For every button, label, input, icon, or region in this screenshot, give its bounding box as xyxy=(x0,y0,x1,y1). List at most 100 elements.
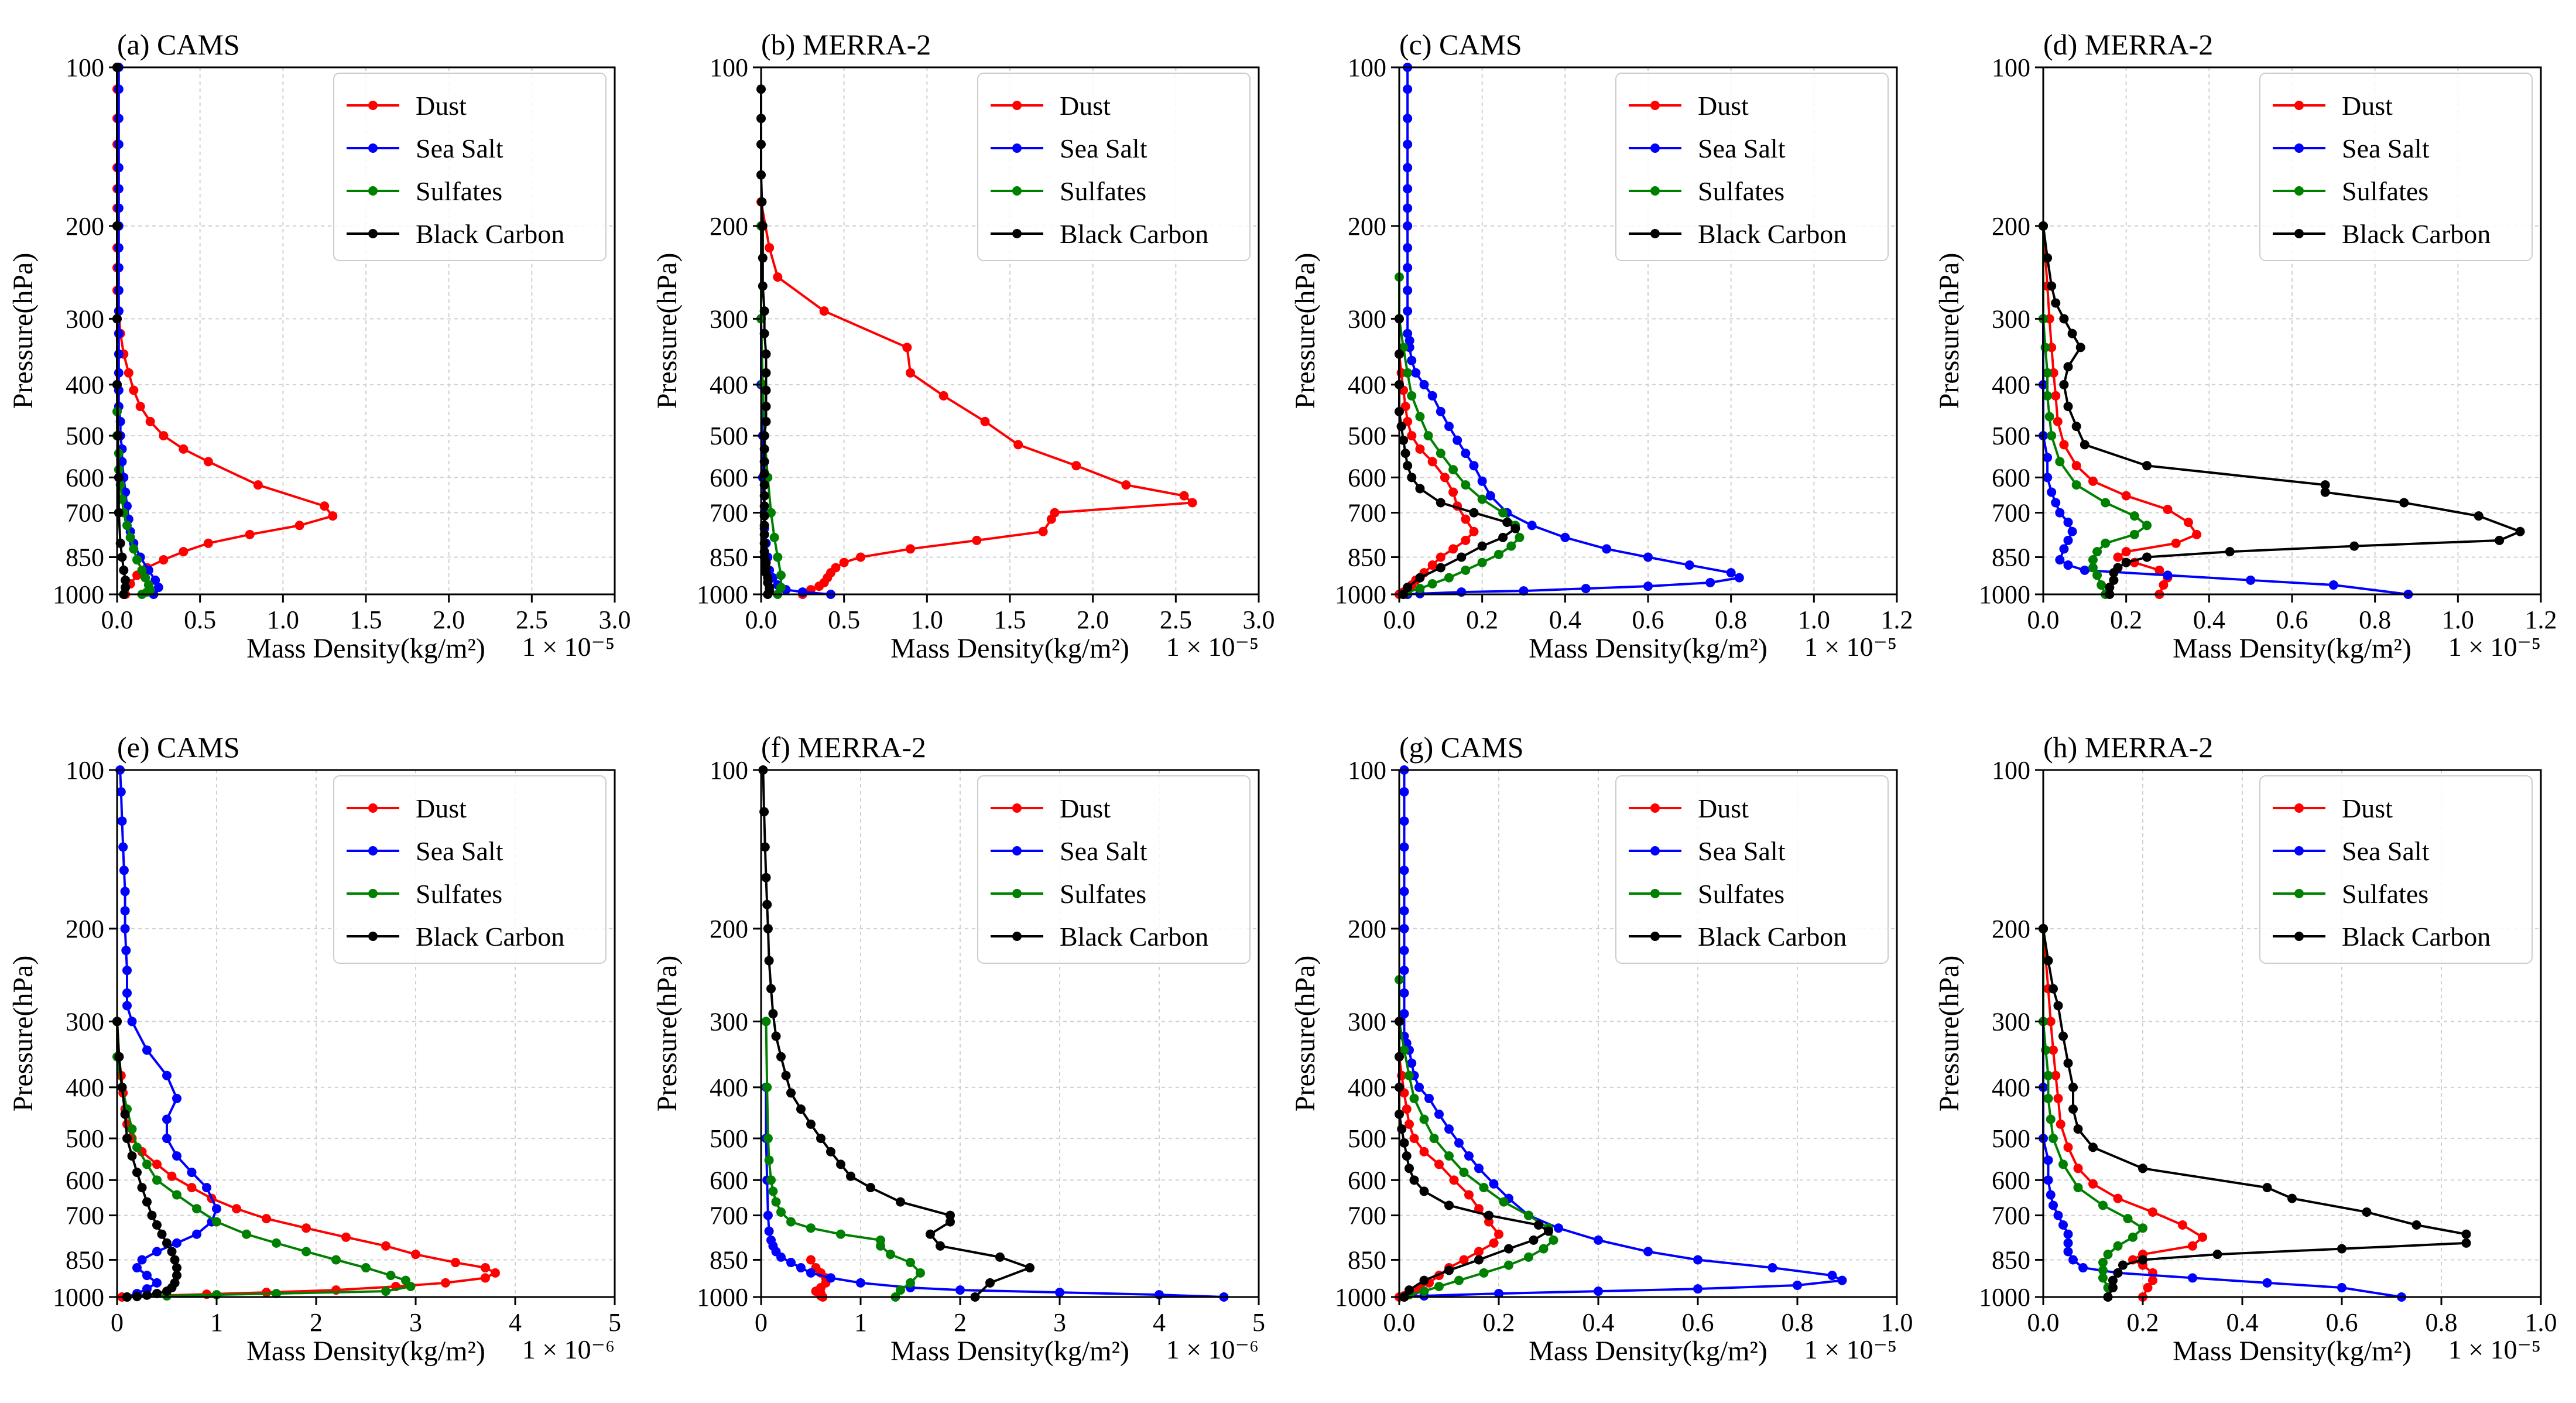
y-tick-label: 850 xyxy=(1348,1245,1386,1274)
y-tick-label: 600 xyxy=(710,1166,748,1195)
legend-marker xyxy=(2294,803,2304,813)
data-point xyxy=(1434,1109,1444,1119)
data-point xyxy=(1524,1210,1533,1220)
data-point xyxy=(114,203,124,213)
data-point xyxy=(2051,1070,2061,1080)
data-point xyxy=(2073,1183,2083,1193)
legend-label: Sea Salt xyxy=(416,134,503,163)
legend-marker xyxy=(1650,101,1660,110)
data-point xyxy=(341,1232,351,1242)
x-axis-label: Mass Density(kg/m²) xyxy=(890,633,1129,664)
data-point xyxy=(1494,1289,1503,1299)
data-point xyxy=(806,1255,816,1265)
data-point xyxy=(1409,1093,1419,1103)
data-point xyxy=(145,416,155,426)
legend-label: Sulfates xyxy=(416,879,502,909)
data-point xyxy=(120,906,130,916)
x-tick-label: 0.8 xyxy=(2426,1308,2458,1337)
data-point xyxy=(152,1220,162,1230)
legend-label: Black Carbon xyxy=(1060,219,1208,249)
data-point xyxy=(2178,1220,2187,1230)
data-point xyxy=(2262,1278,2272,1288)
x-tick-label: 0.2 xyxy=(1466,605,1498,634)
data-point xyxy=(761,385,771,395)
data-point xyxy=(773,272,783,282)
data-point xyxy=(2043,368,2053,378)
data-point xyxy=(242,1229,251,1239)
data-point xyxy=(2063,402,2073,412)
data-point xyxy=(1454,1138,1464,1148)
data-point xyxy=(2044,412,2054,422)
legend-marker xyxy=(2294,846,2304,856)
data-point xyxy=(2047,487,2057,497)
data-point xyxy=(272,1238,281,1248)
y-tick-label: 500 xyxy=(66,1124,104,1153)
data-point xyxy=(2053,1093,2063,1103)
data-point xyxy=(172,1093,181,1103)
legend-marker xyxy=(1650,803,1660,813)
data-point xyxy=(1403,461,1413,471)
data-point xyxy=(768,1009,778,1019)
data-point xyxy=(1602,544,1612,554)
legend-marker xyxy=(2294,101,2304,110)
data-point xyxy=(117,1082,127,1092)
data-point xyxy=(2337,1244,2347,1254)
data-point xyxy=(2163,570,2173,580)
data-point xyxy=(1477,541,1487,551)
data-point xyxy=(2246,575,2256,585)
data-point xyxy=(2055,457,2065,467)
data-point xyxy=(2092,547,2102,557)
data-point xyxy=(759,328,769,338)
data-point xyxy=(114,184,124,194)
x-tick-label: 0.4 xyxy=(1582,1308,1615,1337)
data-point xyxy=(761,402,771,412)
data-point xyxy=(2129,511,2139,521)
panel-title: (e) CAMS xyxy=(117,731,240,764)
y-tick-label: 200 xyxy=(1348,915,1386,943)
data-point xyxy=(2049,1045,2058,1055)
x-offset-label: 1 × 10⁻⁵ xyxy=(1804,1334,1897,1364)
data-point xyxy=(2080,440,2089,450)
data-point xyxy=(786,1088,796,1098)
data-point xyxy=(2088,1179,2098,1189)
data-point xyxy=(411,1250,420,1260)
legend-label: Sulfates xyxy=(1698,176,1784,206)
data-point xyxy=(127,1151,137,1161)
data-point xyxy=(2349,541,2359,551)
data-point xyxy=(1427,560,1437,570)
legend-label: Sulfates xyxy=(1698,879,1784,909)
data-point xyxy=(1405,1164,1414,1173)
data-point xyxy=(1399,787,1409,797)
data-point xyxy=(762,899,772,909)
data-point xyxy=(120,1109,130,1119)
data-point xyxy=(776,1052,786,1062)
data-point xyxy=(1477,557,1487,567)
legend-marker xyxy=(1012,229,1022,238)
x-tick-label: 4 xyxy=(509,1308,522,1337)
x-tick-label: 1.0 xyxy=(911,605,943,634)
y-tick-label: 100 xyxy=(710,756,748,785)
y-axis-label: Pressure(hPa) xyxy=(1290,956,1321,1112)
data-point xyxy=(836,1159,845,1169)
data-point xyxy=(187,1183,197,1193)
y-tick-label: 200 xyxy=(1992,212,2030,241)
data-point xyxy=(1534,1220,1543,1230)
data-point xyxy=(1594,1286,1603,1296)
x-tick-label: 0.0 xyxy=(2027,605,2060,634)
data-point xyxy=(1407,391,1417,401)
series-line-sulfates xyxy=(116,1021,413,1298)
data-point xyxy=(1399,865,1409,875)
data-point xyxy=(119,565,129,575)
data-point xyxy=(2046,1190,2056,1200)
data-point xyxy=(2063,1247,2073,1257)
y-tick-label: 1000 xyxy=(1335,580,1386,609)
data-point xyxy=(1436,449,1445,458)
data-point xyxy=(1461,480,1471,490)
data-point xyxy=(2063,362,2073,372)
legend-label: Black Carbon xyxy=(1698,219,1847,249)
data-point xyxy=(758,281,768,291)
data-point xyxy=(2058,1159,2068,1169)
legend-marker xyxy=(1650,932,1660,941)
data-point xyxy=(2040,343,2050,353)
data-point xyxy=(2088,1142,2098,1152)
